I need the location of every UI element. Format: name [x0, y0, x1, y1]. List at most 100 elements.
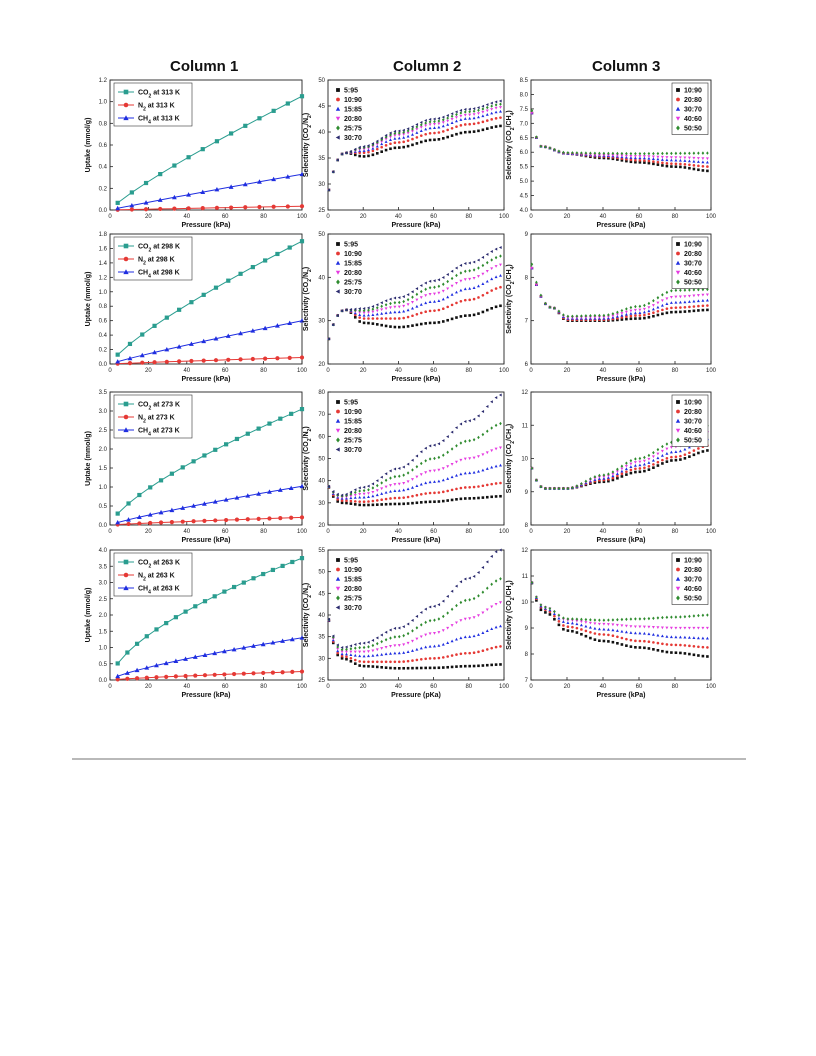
x-tick-label: 60 — [636, 214, 643, 220]
column-2-title: Column 2 — [393, 58, 462, 75]
data-point — [647, 315, 651, 319]
data-point — [701, 160, 705, 164]
data-point — [250, 356, 255, 362]
data-point — [463, 420, 467, 423]
data-point — [459, 124, 463, 127]
data-point — [375, 636, 379, 640]
data-point — [345, 655, 348, 659]
data-point — [656, 447, 660, 452]
data-point — [602, 618, 606, 622]
data-point — [625, 157, 628, 161]
data-point — [371, 665, 375, 668]
y-tick-label: 5.0 — [520, 179, 529, 185]
data-point — [388, 131, 392, 135]
data-point — [697, 288, 700, 292]
data-point — [353, 662, 357, 665]
data-point — [446, 305, 449, 309]
y-tick-label: 7.5 — [520, 107, 529, 113]
data-point — [406, 502, 410, 505]
data-point — [228, 184, 234, 189]
legend-marker — [336, 97, 340, 102]
data-point — [697, 654, 700, 657]
data-point — [450, 269, 454, 273]
x-tick-label: 20 — [145, 368, 152, 374]
legend-label: N2 at 273 K — [138, 415, 175, 425]
y-tick-label: 9 — [525, 232, 529, 238]
y-tick-label: 5.5 — [520, 165, 529, 171]
data-point — [485, 483, 489, 487]
data-point — [629, 154, 633, 158]
data-point — [706, 449, 709, 452]
data-point — [642, 631, 646, 635]
y-tick-label: 8 — [525, 652, 529, 658]
data-point — [380, 498, 383, 501]
data-point — [494, 495, 498, 498]
data-point — [539, 293, 543, 297]
chart-c1r2: 0 20 40 60 80 1000.00.20.40.60.81.01.21.41.61… — [85, 232, 308, 383]
data-point — [191, 519, 196, 524]
data-point — [669, 626, 673, 630]
data-point — [384, 490, 388, 494]
data-point — [406, 471, 410, 475]
y-tick-label: 1.0 — [99, 100, 108, 106]
data-point — [468, 664, 471, 668]
data-point — [548, 606, 552, 611]
data-point — [231, 584, 237, 590]
data-point — [454, 266, 458, 270]
data-point — [660, 303, 664, 307]
y-tick-label: 0.2 — [99, 186, 108, 192]
data-point — [450, 607, 454, 611]
data-point — [566, 629, 570, 632]
data-point — [494, 247, 498, 251]
data-point — [437, 631, 441, 634]
data-point — [411, 127, 414, 131]
legend-marker — [676, 97, 680, 102]
legend-marker — [123, 414, 129, 420]
legend-label: CO2 at 298 K — [138, 244, 180, 254]
data-point — [498, 109, 502, 113]
data-point — [670, 643, 673, 647]
data-point — [397, 310, 401, 314]
data-point — [371, 153, 375, 157]
data-point — [362, 500, 366, 504]
data-point — [380, 145, 383, 149]
data-point — [406, 641, 410, 645]
y-tick-label: 55 — [318, 548, 325, 554]
data-point — [674, 450, 678, 453]
data-point — [665, 162, 669, 165]
x-axis-label: Pressure (kPa) — [596, 222, 645, 229]
data-point — [688, 309, 691, 313]
data-point — [115, 661, 120, 666]
data-point — [678, 635, 682, 639]
data-point — [243, 123, 248, 128]
data-point — [597, 475, 601, 479]
data-point — [472, 496, 476, 500]
data-point — [446, 128, 449, 132]
chart-c1r1: 0 20 40 60 80 1000.00.20.40.60.81.01.2Pressur… — [85, 78, 308, 229]
data-point — [450, 117, 454, 121]
data-point — [660, 634, 664, 638]
data-point — [634, 617, 637, 621]
data-point — [137, 521, 142, 526]
data-point — [164, 621, 169, 626]
data-point — [454, 637, 458, 641]
data-point — [656, 616, 660, 620]
data-point — [115, 519, 121, 525]
data-point — [143, 180, 149, 186]
data-point — [345, 657, 348, 661]
data-point — [476, 571, 480, 575]
data-point — [441, 130, 445, 133]
data-point — [358, 645, 361, 650]
x-tick-label: 0 — [326, 529, 330, 535]
data-point — [169, 507, 175, 513]
data-point — [200, 147, 205, 152]
x-axis-label: Pressure (kPa) — [391, 376, 440, 383]
data-point — [411, 314, 414, 318]
data-point — [285, 204, 290, 209]
data-point — [607, 618, 610, 622]
data-point — [213, 358, 219, 363]
y-tick-label: 40 — [318, 130, 325, 136]
data-point — [419, 289, 423, 294]
data-point — [406, 325, 410, 328]
